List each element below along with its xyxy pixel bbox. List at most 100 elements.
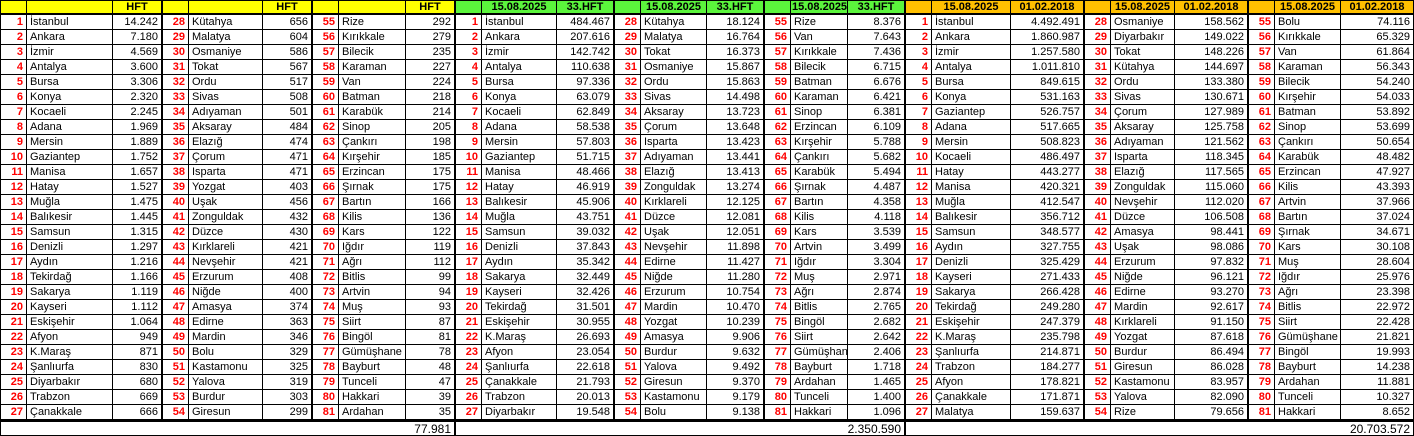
cell-city[interactable]: Amasya <box>1111 225 1175 240</box>
cell-city[interactable]: Niğde <box>641 270 707 285</box>
cell-rank[interactable]: 68 <box>313 210 339 225</box>
cell-city[interactable]: K.Maraş <box>27 345 113 360</box>
cell-value[interactable]: 117.565 <box>1175 165 1247 180</box>
cell-value[interactable]: 93 <box>406 300 454 315</box>
cell-value[interactable]: 175 <box>406 165 454 180</box>
cell-value[interactable]: 34.671 <box>1341 225 1413 240</box>
cell-value[interactable]: 3.600 <box>113 60 161 75</box>
cell-city[interactable]: Sivas <box>641 90 707 105</box>
cell-city[interactable]: Antalya <box>932 60 1011 75</box>
cell-city[interactable]: Sakarya <box>27 285 113 300</box>
cell-city[interactable]: Zonguldak <box>1111 180 1175 195</box>
cell-rank[interactable]: 71 <box>765 255 791 270</box>
cell-city[interactable]: Karabük <box>1275 150 1341 165</box>
cell-value[interactable]: 508 <box>263 90 311 105</box>
cell-value[interactable]: 1.400 <box>848 390 904 405</box>
cell-city[interactable]: Elazığ <box>641 165 707 180</box>
cell-value[interactable]: 31.501 <box>557 300 613 315</box>
cell-value[interactable]: 1.257.580 <box>1011 45 1083 60</box>
cell-city[interactable]: Konya <box>27 90 113 105</box>
header-cell-value[interactable]: 01.02.2018 <box>1341 1 1413 15</box>
cell-rank[interactable]: 45 <box>615 270 641 285</box>
cell-rank[interactable]: 78 <box>765 360 791 375</box>
cell-rank[interactable]: 62 <box>1249 120 1275 135</box>
cell-rank[interactable]: 18 <box>456 270 482 285</box>
cell-rank[interactable]: 44 <box>163 255 189 270</box>
cell-city[interactable]: Muğla <box>482 210 557 225</box>
cell-city[interactable]: Bingöl <box>791 315 848 330</box>
cell-city[interactable]: Artvin <box>1275 195 1341 210</box>
cell-value[interactable]: 325.429 <box>1011 255 1083 270</box>
cell-city[interactable]: Nevşehir <box>189 255 263 270</box>
cell-city[interactable]: Kilis <box>1275 180 1341 195</box>
cell-value[interactable]: 403 <box>263 180 311 195</box>
cell-city[interactable]: Zonguldak <box>189 210 263 225</box>
cell-rank[interactable]: 76 <box>313 330 339 345</box>
cell-value[interactable]: 98.441 <box>1175 225 1247 240</box>
cell-city[interactable]: Eskişehir <box>482 315 557 330</box>
cell-value[interactable]: 48.482 <box>1341 150 1413 165</box>
cell-value[interactable]: 6.715 <box>848 60 904 75</box>
cell-rank[interactable]: 55 <box>765 15 791 30</box>
cell-rank[interactable]: 54 <box>1085 405 1111 420</box>
cell-city[interactable]: Konya <box>482 90 557 105</box>
cell-value[interactable]: 680 <box>113 375 161 390</box>
cell-value[interactable]: 586 <box>263 45 311 60</box>
cell-rank[interactable]: 81 <box>1249 405 1275 420</box>
cell-rank[interactable]: 64 <box>1249 150 1275 165</box>
cell-rank[interactable]: 34 <box>163 105 189 120</box>
cell-rank[interactable]: 19 <box>1 285 27 300</box>
cell-rank[interactable]: 79 <box>1249 375 1275 390</box>
cell-value[interactable]: 175 <box>406 180 454 195</box>
cell-city[interactable]: Çorum <box>1111 105 1175 120</box>
cell-city[interactable]: Iğdır <box>791 255 848 270</box>
cell-rank[interactable]: 66 <box>1249 180 1275 195</box>
cell-value[interactable]: 319 <box>263 375 311 390</box>
cell-value[interactable]: 4.487 <box>848 180 904 195</box>
cell-city[interactable]: Mardin <box>189 330 263 345</box>
cell-rank[interactable]: 30 <box>1085 45 1111 60</box>
cell-rank[interactable]: 21 <box>1 315 27 330</box>
cell-rank[interactable]: 18 <box>906 270 932 285</box>
cell-rank[interactable]: 26 <box>906 390 932 405</box>
cell-rank[interactable]: 61 <box>313 105 339 120</box>
cell-city[interactable]: Rize <box>1111 405 1175 420</box>
cell-city[interactable]: Tunceli <box>791 390 848 405</box>
cell-city[interactable]: Ordu <box>189 75 263 90</box>
header-cell-rank[interactable] <box>313 1 339 15</box>
cell-city[interactable]: Düzce <box>189 225 263 240</box>
cell-value[interactable]: 501 <box>263 105 311 120</box>
cell-rank[interactable]: 17 <box>906 255 932 270</box>
cell-value[interactable]: 214.871 <box>1011 345 1083 360</box>
cell-city[interactable]: Samsun <box>932 225 1011 240</box>
cell-city[interactable]: Malatya <box>189 30 263 45</box>
cell-rank[interactable]: 33 <box>615 90 641 105</box>
cell-value[interactable]: 16.373 <box>707 45 763 60</box>
cell-rank[interactable]: 53 <box>615 390 641 405</box>
cell-city[interactable]: Sakarya <box>932 285 1011 300</box>
cell-rank[interactable]: 62 <box>765 120 791 135</box>
cell-city[interactable]: Bingöl <box>339 330 406 345</box>
cell-city[interactable]: Burdur <box>189 390 263 405</box>
cell-city[interactable]: Hakkari <box>791 405 848 420</box>
cell-rank[interactable]: 43 <box>1085 240 1111 255</box>
cell-city[interactable]: Adıyaman <box>1111 135 1175 150</box>
total-row-cumulative[interactable]: 20.703.572 <box>906 420 1413 436</box>
cell-value[interactable]: 136 <box>406 210 454 225</box>
cell-city[interactable]: Kırklareli <box>1111 315 1175 330</box>
cell-rank[interactable]: 57 <box>765 45 791 60</box>
cell-value[interactable]: 656 <box>263 15 311 30</box>
cell-city[interactable]: K.Maraş <box>932 330 1011 345</box>
cell-city[interactable]: Diyarbakır <box>27 375 113 390</box>
cell-value[interactable]: 19.548 <box>557 405 613 420</box>
cell-value[interactable]: 112.020 <box>1175 195 1247 210</box>
cell-rank[interactable]: 21 <box>456 315 482 330</box>
cell-value[interactable]: 22.618 <box>557 360 613 375</box>
cell-value[interactable]: 144.697 <box>1175 60 1247 75</box>
cell-rank[interactable]: 20 <box>456 300 482 315</box>
cell-rank[interactable]: 23 <box>456 345 482 360</box>
cell-value[interactable]: 37.024 <box>1341 210 1413 225</box>
cell-value[interactable]: 1.119 <box>113 285 161 300</box>
cell-rank[interactable]: 53 <box>1085 390 1111 405</box>
cell-rank[interactable]: 52 <box>163 375 189 390</box>
